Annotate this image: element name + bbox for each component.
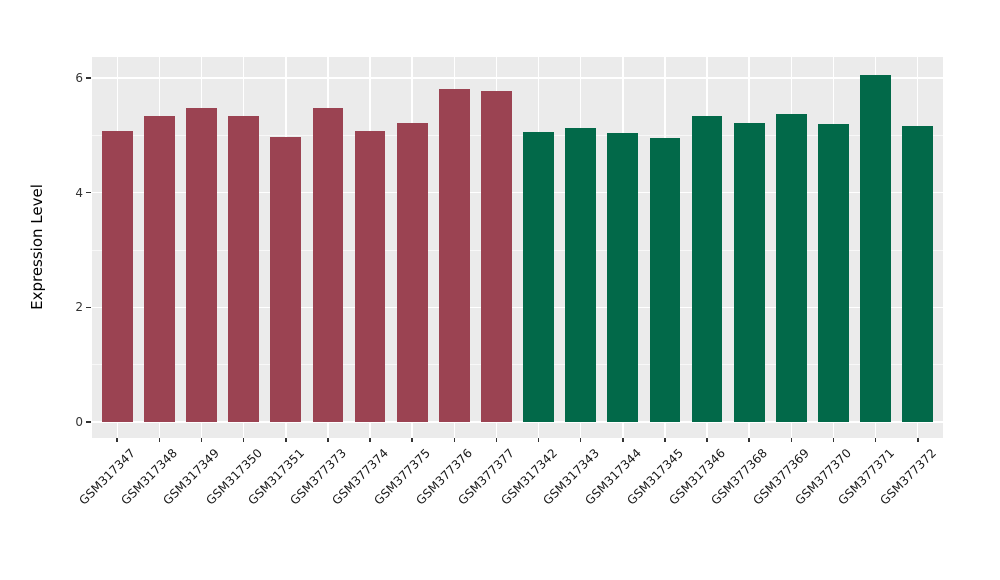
- x-tick-mark: [790, 438, 793, 442]
- bar-GSM377372: [902, 125, 934, 422]
- x-tick-mark: [664, 438, 666, 442]
- x-tick-mark: [579, 438, 582, 442]
- y-tick-mark: [86, 191, 91, 194]
- bar-GSM317351: [270, 137, 302, 422]
- horizontal-minor-gridline: [92, 364, 943, 366]
- x-tick-mark: [495, 438, 498, 442]
- x-tick-mark: [537, 438, 540, 442]
- bar-GSM317348: [144, 115, 175, 422]
- horizontal-major-gridline: [92, 421, 943, 423]
- y-tick-label: 6: [75, 71, 83, 86]
- y-axis-title: Expression Level: [28, 184, 46, 310]
- x-tick-mark: [327, 438, 329, 442]
- x-tick-mark: [284, 438, 287, 442]
- bar-GSM317342: [523, 132, 554, 422]
- bar-GSM317349: [186, 108, 217, 422]
- bar-GSM377373: [312, 108, 344, 422]
- bar-GSM377377: [481, 90, 512, 422]
- bar-GSM317346: [691, 116, 723, 422]
- y-tick-mark: [86, 306, 91, 309]
- x-tick-mark: [242, 438, 245, 442]
- horizontal-major-gridline: [92, 306, 943, 309]
- x-tick-mark: [706, 438, 708, 442]
- horizontal-major-gridline: [92, 191, 943, 194]
- bar-GSM377369: [775, 114, 807, 422]
- x-tick-mark: [116, 438, 119, 442]
- x-tick-mark: [200, 438, 203, 442]
- bar-GSM317344: [607, 133, 639, 422]
- y-tick-mark: [86, 421, 91, 423]
- x-tick-mark: [622, 438, 624, 442]
- bar-GSM377375: [396, 123, 428, 422]
- y-tick-label: 0: [75, 415, 83, 429]
- x-tick-mark: [916, 438, 919, 442]
- bar-GSM317350: [228, 116, 260, 422]
- x-tick-mark: [874, 438, 877, 442]
- horizontal-minor-gridline: [92, 134, 943, 136]
- bar-GSM377368: [733, 123, 765, 422]
- x-tick-mark: [453, 438, 456, 442]
- plot-panel: [92, 57, 943, 438]
- bar-GSM317343: [565, 128, 597, 422]
- bar-GSM317345: [649, 138, 681, 422]
- bar-GSM377370: [818, 123, 849, 422]
- horizontal-minor-gridline: [92, 249, 943, 251]
- bar-GSM377374: [354, 130, 386, 422]
- y-tick-mark: [86, 77, 91, 79]
- bar-GSM317347: [101, 130, 133, 422]
- x-tick-mark: [832, 438, 835, 442]
- y-tick-label: 4: [75, 185, 83, 200]
- x-tick-mark: [748, 438, 750, 442]
- x-tick-mark: [369, 438, 371, 442]
- bar-GSM377376: [438, 88, 470, 422]
- x-tick-mark: [158, 438, 161, 442]
- y-tick-label: 2: [75, 300, 83, 315]
- bar-GSM377371: [860, 74, 891, 422]
- horizontal-major-gridline: [92, 77, 943, 79]
- x-tick-mark: [411, 438, 413, 442]
